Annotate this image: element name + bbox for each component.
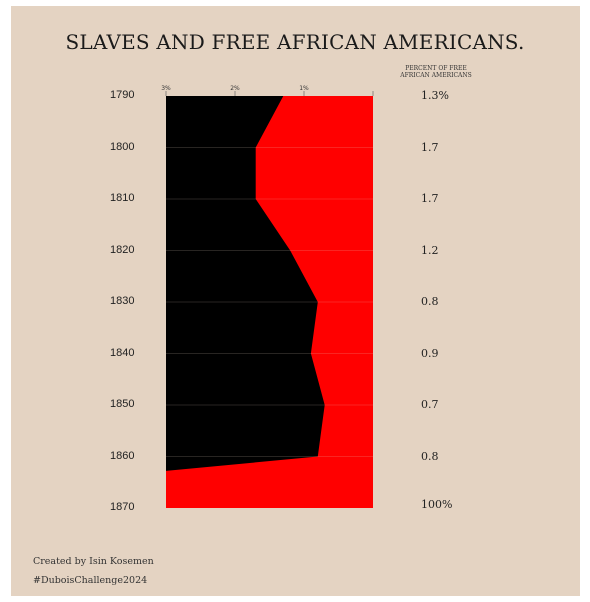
year-label: 1790 [110, 89, 135, 101]
percent-label: 0.7 [421, 398, 439, 411]
year-label: 1840 [110, 346, 135, 359]
percent-label: 1.3% [421, 89, 449, 102]
enslaved-area [166, 96, 325, 471]
credit-hashtag: #DuboisChallenge2024 [33, 575, 148, 586]
year-label: 1800 [110, 140, 135, 153]
percent-label: 1.7 [421, 140, 439, 154]
axis-tick-label: 1% [299, 85, 309, 92]
chart-title: SLAVES AND FREE AFRICAN AMERICANS. [65, 30, 525, 54]
year-label: 1850 [110, 398, 135, 410]
percent-label: 0.8 [421, 295, 439, 308]
year-label: 1820 [110, 243, 135, 256]
year-label: 1860 [110, 449, 135, 462]
axis-tick-label: 3% [161, 85, 171, 92]
axis-tick-label: 2% [230, 85, 240, 92]
percent-column-header: PERCENT OF FREE AFRICAN AMERICANS [400, 65, 472, 79]
year-label: 1870 [110, 501, 135, 513]
percent-label: 0.8 [421, 449, 439, 463]
percent-label: 1.2 [421, 243, 439, 257]
percent-label: 0.9 [421, 346, 439, 360]
percent-label: 100% [421, 498, 453, 511]
year-label: 1830 [110, 295, 135, 307]
credit-author: Created by Isin Kosemen [33, 556, 154, 567]
year-label: 1810 [110, 192, 135, 204]
percent-label: 1.7 [421, 192, 439, 205]
